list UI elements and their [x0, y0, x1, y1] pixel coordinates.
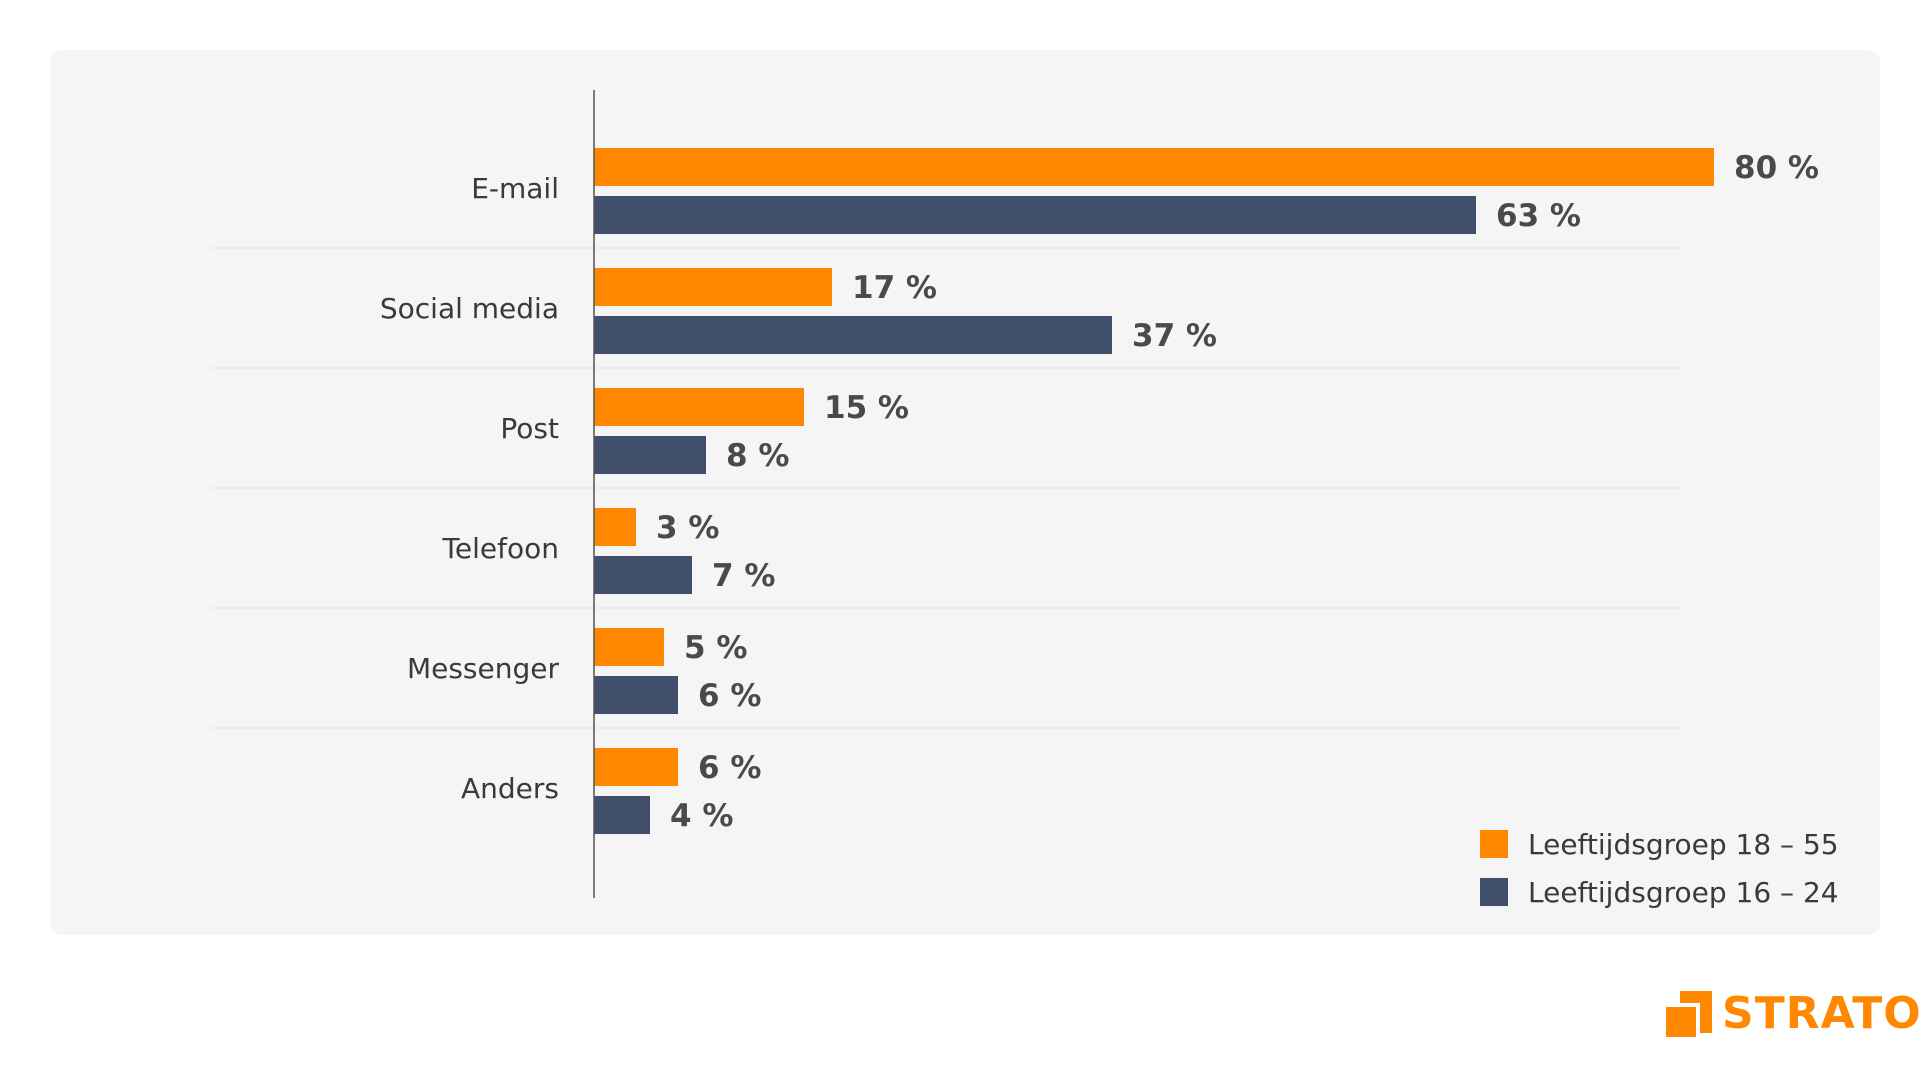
- value-label: 17 %: [852, 270, 937, 306]
- value-label: 3 %: [656, 510, 719, 546]
- bar-navy[interactable]: [594, 196, 1476, 234]
- value-label: 6 %: [698, 678, 761, 714]
- value-label: 4 %: [670, 798, 733, 834]
- legend: Leeftijdsgroep 18 – 55 Leeftijdsgroep 16 …: [1480, 828, 1839, 909]
- legend-entry: Leeftijdsgroep 18 – 55: [1528, 828, 1839, 861]
- value-label: 7 %: [712, 558, 775, 594]
- category-label: Post: [500, 412, 559, 445]
- category-label: Anders: [461, 772, 559, 805]
- strato-logo[interactable]: STRATO: [1666, 990, 1920, 1038]
- value-label: 5 %: [684, 630, 747, 666]
- bar-orange[interactable]: [594, 148, 1714, 186]
- bar-orange[interactable]: [594, 508, 636, 546]
- logo-text: STRATO: [1722, 988, 1920, 1039]
- category-label: Telefoon: [442, 532, 559, 565]
- legend-swatch: [1480, 878, 1508, 906]
- chart-panel: [50, 50, 1880, 935]
- bar-navy[interactable]: [594, 676, 678, 714]
- bar-orange[interactable]: [594, 628, 664, 666]
- bar-navy[interactable]: [594, 796, 650, 834]
- category-label: Social media: [380, 292, 559, 325]
- category-separators: [210, 247, 1680, 729]
- value-label: 80 %: [1734, 150, 1819, 186]
- strato-logo-icon: [1666, 991, 1712, 1037]
- bar-orange[interactable]: [594, 748, 678, 786]
- legend-swatch: [1480, 830, 1508, 858]
- category-labels: E-mail Social media Post Telefoon Messenger A…: [380, 172, 560, 805]
- value-label: 8 %: [726, 438, 789, 474]
- value-label: 6 %: [698, 750, 761, 786]
- bar-orange[interactable]: [594, 388, 804, 426]
- bars: [594, 148, 1714, 834]
- value-labels: 80 % 63 % 17 % 37 % 15 % 8 %3 % 7 % 5 % 6 % 6 % 4 …: [656, 150, 1819, 834]
- value-label: 63 %: [1496, 198, 1581, 234]
- category-label: Messenger: [407, 652, 560, 685]
- legend-entry: Leeftijdsgroep 16 – 24: [1528, 876, 1839, 909]
- bar-navy[interactable]: [594, 436, 706, 474]
- value-label: 37 %: [1132, 318, 1217, 354]
- bar-navy[interactable]: [594, 556, 692, 594]
- bar-orange[interactable]: [594, 268, 832, 306]
- value-label: 15 %: [824, 390, 909, 426]
- bar-navy[interactable]: [594, 316, 1112, 354]
- category-label: E-mail: [471, 172, 559, 205]
